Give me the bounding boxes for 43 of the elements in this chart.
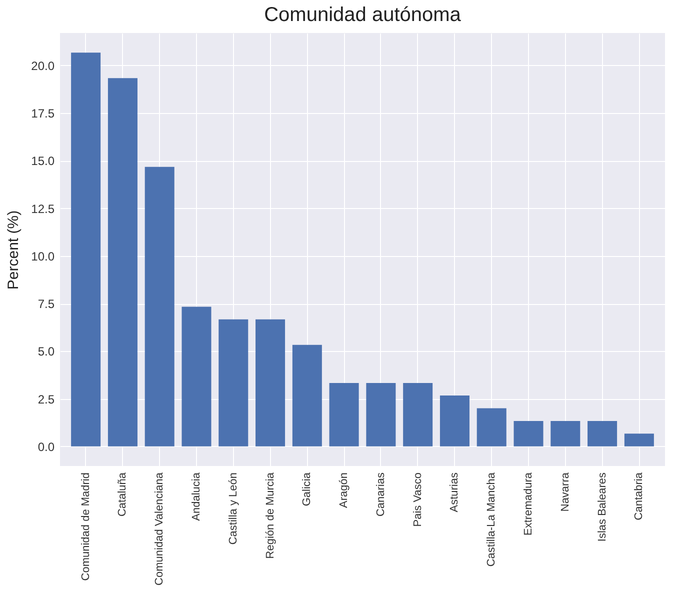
bar [588, 421, 618, 446]
bar [366, 382, 396, 446]
y-axis-title: Percent (%) [5, 210, 22, 290]
bar [256, 319, 286, 446]
chart-title: Comunidad autónoma [264, 4, 462, 26]
x-tick-label: Aragón [338, 472, 350, 508]
bar [71, 52, 101, 446]
bar [292, 344, 322, 446]
y-tick-label: 7.5 [38, 297, 55, 312]
x-tick-label: Pais Vasco [412, 472, 424, 527]
x-tick-label: Comunidad de Madrid [80, 472, 92, 581]
x-tick-label: Asturias [448, 472, 461, 512]
bar [476, 408, 506, 446]
y-tick-label: 15.0 [31, 154, 55, 168]
x-tick-label: Andalucia [190, 472, 202, 521]
y-tick-label: 20.0 [31, 58, 55, 73]
bar [144, 166, 174, 446]
bar [329, 382, 359, 446]
x-tick-label: Extremadura [522, 472, 535, 536]
bar [182, 306, 212, 446]
y-tick-label: 12.5 [31, 202, 55, 216]
x-tick-label: Región de Murcia [264, 472, 276, 559]
x-tick-label: Comunidad Valenciana [154, 472, 166, 586]
x-tick-label: Islas Baleares [596, 472, 608, 542]
x-tick-label: Cataluña [116, 472, 129, 517]
y-tick-label: 2.5 [38, 392, 55, 406]
y-tick-label: 10.0 [31, 249, 55, 264]
bar [403, 382, 433, 446]
y-tick-label: 0.0 [38, 440, 55, 454]
x-tick-label: Canarias [374, 472, 387, 517]
x-tick-label: Castilla-La Mancha [486, 472, 498, 567]
y-tick-label: 17.5 [31, 106, 55, 121]
y-tick-label: 5.0 [38, 344, 55, 359]
bar [514, 421, 544, 446]
bar [218, 319, 248, 446]
bar [440, 396, 470, 446]
bar [624, 434, 654, 446]
x-tick-label: Galicia [301, 472, 314, 506]
x-tick-label: Navarra [559, 472, 572, 512]
bar [108, 78, 138, 446]
bar [550, 421, 580, 446]
x-tick-label: Cantabria [633, 472, 646, 520]
x-tick-label: Castilla y León [227, 472, 240, 545]
